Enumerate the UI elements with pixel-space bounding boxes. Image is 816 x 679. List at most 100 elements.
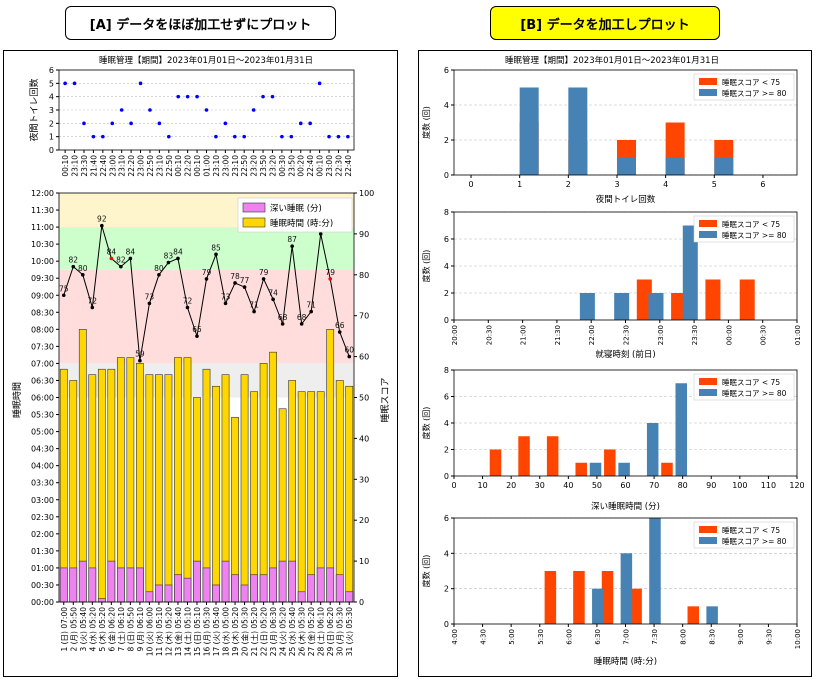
chart1-title: 睡眠管理【期間】2023年01月01日〜2023年01月31日 <box>99 55 313 66</box>
histBed-xtick-label: 20:00 <box>451 325 459 345</box>
chart2-bar-deep <box>69 567 78 603</box>
chart2-band <box>59 227 354 270</box>
histDeep-xtick-label: 10 <box>477 481 487 490</box>
histDeep-bar-low <box>489 449 502 476</box>
chart2-xtick-label: 20 (金) 05:30 <box>240 607 250 657</box>
chart2-score-point <box>61 293 66 298</box>
chart2-xtick-label: 28 (土) 06:10 <box>316 607 326 657</box>
chart2-ytick-label: 01:00 <box>31 564 54 573</box>
histSleep-xtick-label: 8:30 <box>708 629 716 645</box>
chart1-point <box>167 134 171 139</box>
chart1-xtick-label: 22:40 <box>306 155 315 177</box>
chart1-point <box>119 108 124 112</box>
chart2-bar-deep <box>278 560 287 603</box>
chart2-y2tick-label: 70 <box>359 312 369 321</box>
chart2-bar-total <box>240 374 249 603</box>
chart2-score-label: 71 <box>306 301 316 310</box>
chart2-bar-total <box>145 374 154 603</box>
chart2-ytick-label: 03:30 <box>31 479 54 488</box>
chart2-bar-deep <box>107 560 116 603</box>
histToilet-bar-high <box>616 157 636 175</box>
chart2-score-point <box>147 301 152 306</box>
histToilet-bar-high <box>714 157 734 175</box>
chart1-xtick-label: 23:10 <box>155 155 164 177</box>
histToilet-ytick-label: 4 <box>444 101 449 110</box>
chart1-point <box>72 81 77 86</box>
chart2-bar-deep <box>231 574 239 603</box>
chart2-score-point <box>242 285 247 289</box>
frame-a <box>3 50 398 677</box>
histToilet-xtick-label: 5 <box>712 180 717 189</box>
chart2-ylabel: 睡眠時間 <box>11 382 23 418</box>
chart2-y2tick-label: 10 <box>359 557 369 566</box>
histSleep-legend-swatch-high <box>699 537 717 544</box>
histToilet-ytick-label: 0 <box>444 171 449 180</box>
hist1-title: 睡眠管理【期間】2023年01月01日〜2023年01月31日 <box>505 55 719 66</box>
histBed-ytick-label: 0 <box>444 316 449 325</box>
chart2-ytick-label: 12:00 <box>31 189 54 198</box>
chart1-point <box>289 134 294 139</box>
histSleep-xtick-label: 7:30 <box>651 629 659 645</box>
chart1-xtick-label: 00:10 <box>174 155 183 177</box>
chart2-score-point <box>223 301 228 306</box>
chart1-point <box>82 121 86 126</box>
chart2-score-point <box>337 330 342 334</box>
chart2-xtick-label: 4 (水) 05:20 <box>87 607 97 652</box>
chart2-bar-total <box>326 329 335 603</box>
chart1-xtick-label: 23:50 <box>259 155 268 177</box>
chart1-point <box>251 108 256 112</box>
chart1-point <box>204 108 209 112</box>
chart2-bar-deep <box>78 560 87 603</box>
chart1-xtick-label: 22:20 <box>184 155 193 177</box>
histDeep-xtick-label: 80 <box>678 481 688 490</box>
chart2-bar-total <box>164 374 173 603</box>
chart1-xtick-label: 00:10 <box>316 155 325 177</box>
histToilet-legend-label-high: 睡眠スコア >= 80 <box>722 89 787 98</box>
chart2-score-label: 65 <box>192 325 202 334</box>
chart2-score-label: 68 <box>278 313 288 322</box>
chart2-bar-total <box>345 385 354 603</box>
chart1-point <box>185 94 190 99</box>
histDeep-xtick-label: 90 <box>706 481 716 490</box>
chart2-bar-total <box>136 363 144 603</box>
chart2-ytick-label: 06:30 <box>31 376 54 385</box>
chart2-legend-swatch-total <box>242 217 266 228</box>
chart2-score-label: 82 <box>69 256 79 265</box>
chart2-score-label: 73 <box>145 292 155 301</box>
chart1-xtick-label: 23:10 <box>231 155 240 177</box>
chart1-xtick-label: 22:20 <box>127 155 136 177</box>
histDeep-legend-swatch-low <box>699 378 717 385</box>
chart1-point <box>261 94 265 99</box>
chart1-point <box>138 81 143 86</box>
histToilet-legend-label-low: 睡眠スコア < 75 <box>722 78 780 87</box>
chart2-ytick-label: 10:00 <box>31 257 54 266</box>
chart2-score-label: 79 <box>259 268 269 277</box>
chart2-score-point <box>347 354 352 359</box>
histBed-ytick-label: 6 <box>444 235 449 244</box>
chart2-xtick-label: 11 (水) 05:10 <box>154 607 164 657</box>
histSleep-ytick-label: 4 <box>444 549 449 558</box>
chart2-score-point <box>100 223 104 228</box>
histSleep-xtick-label: 5:00 <box>508 629 516 645</box>
histDeep-bar-low <box>661 462 673 476</box>
histSleep-xtick-label: 9:00 <box>737 629 745 645</box>
chart2-ytick-label: 03:00 <box>31 496 54 505</box>
histBed-xtick-label: 22:00 <box>588 325 596 345</box>
histBed-legend-swatch-high <box>699 231 717 238</box>
chart2-frame <box>58 192 355 603</box>
histSleep-ytick-label: 0 <box>444 620 449 629</box>
histToilet-xtick-label: 0 <box>468 180 473 189</box>
chart2-xtick-label: 6 (金) 06:20 <box>106 607 116 652</box>
histBed-ytick-label: 8 <box>444 208 449 217</box>
chart2-xtick-label: 22 (日) 05:20 <box>260 607 269 657</box>
chart1-xtick-label: 23:10 <box>212 155 221 177</box>
histSleep-legend-label-high: 睡眠スコア >= 80 <box>722 537 787 546</box>
chart1-xtick-label: 22:40 <box>99 155 108 177</box>
chart1-point <box>327 134 331 139</box>
histSleep-ylabel: 度数 (回) <box>421 555 431 588</box>
chart2-xtick-label: 30 (月) 05:30 <box>336 607 345 657</box>
chart2-score-label: 60 <box>344 346 354 355</box>
chart2-xtick-label: 31 (火) 05:30 <box>345 607 354 657</box>
histToilet-xtick-label: 4 <box>663 180 668 189</box>
chart2-legend-swatch-deep <box>242 202 266 213</box>
